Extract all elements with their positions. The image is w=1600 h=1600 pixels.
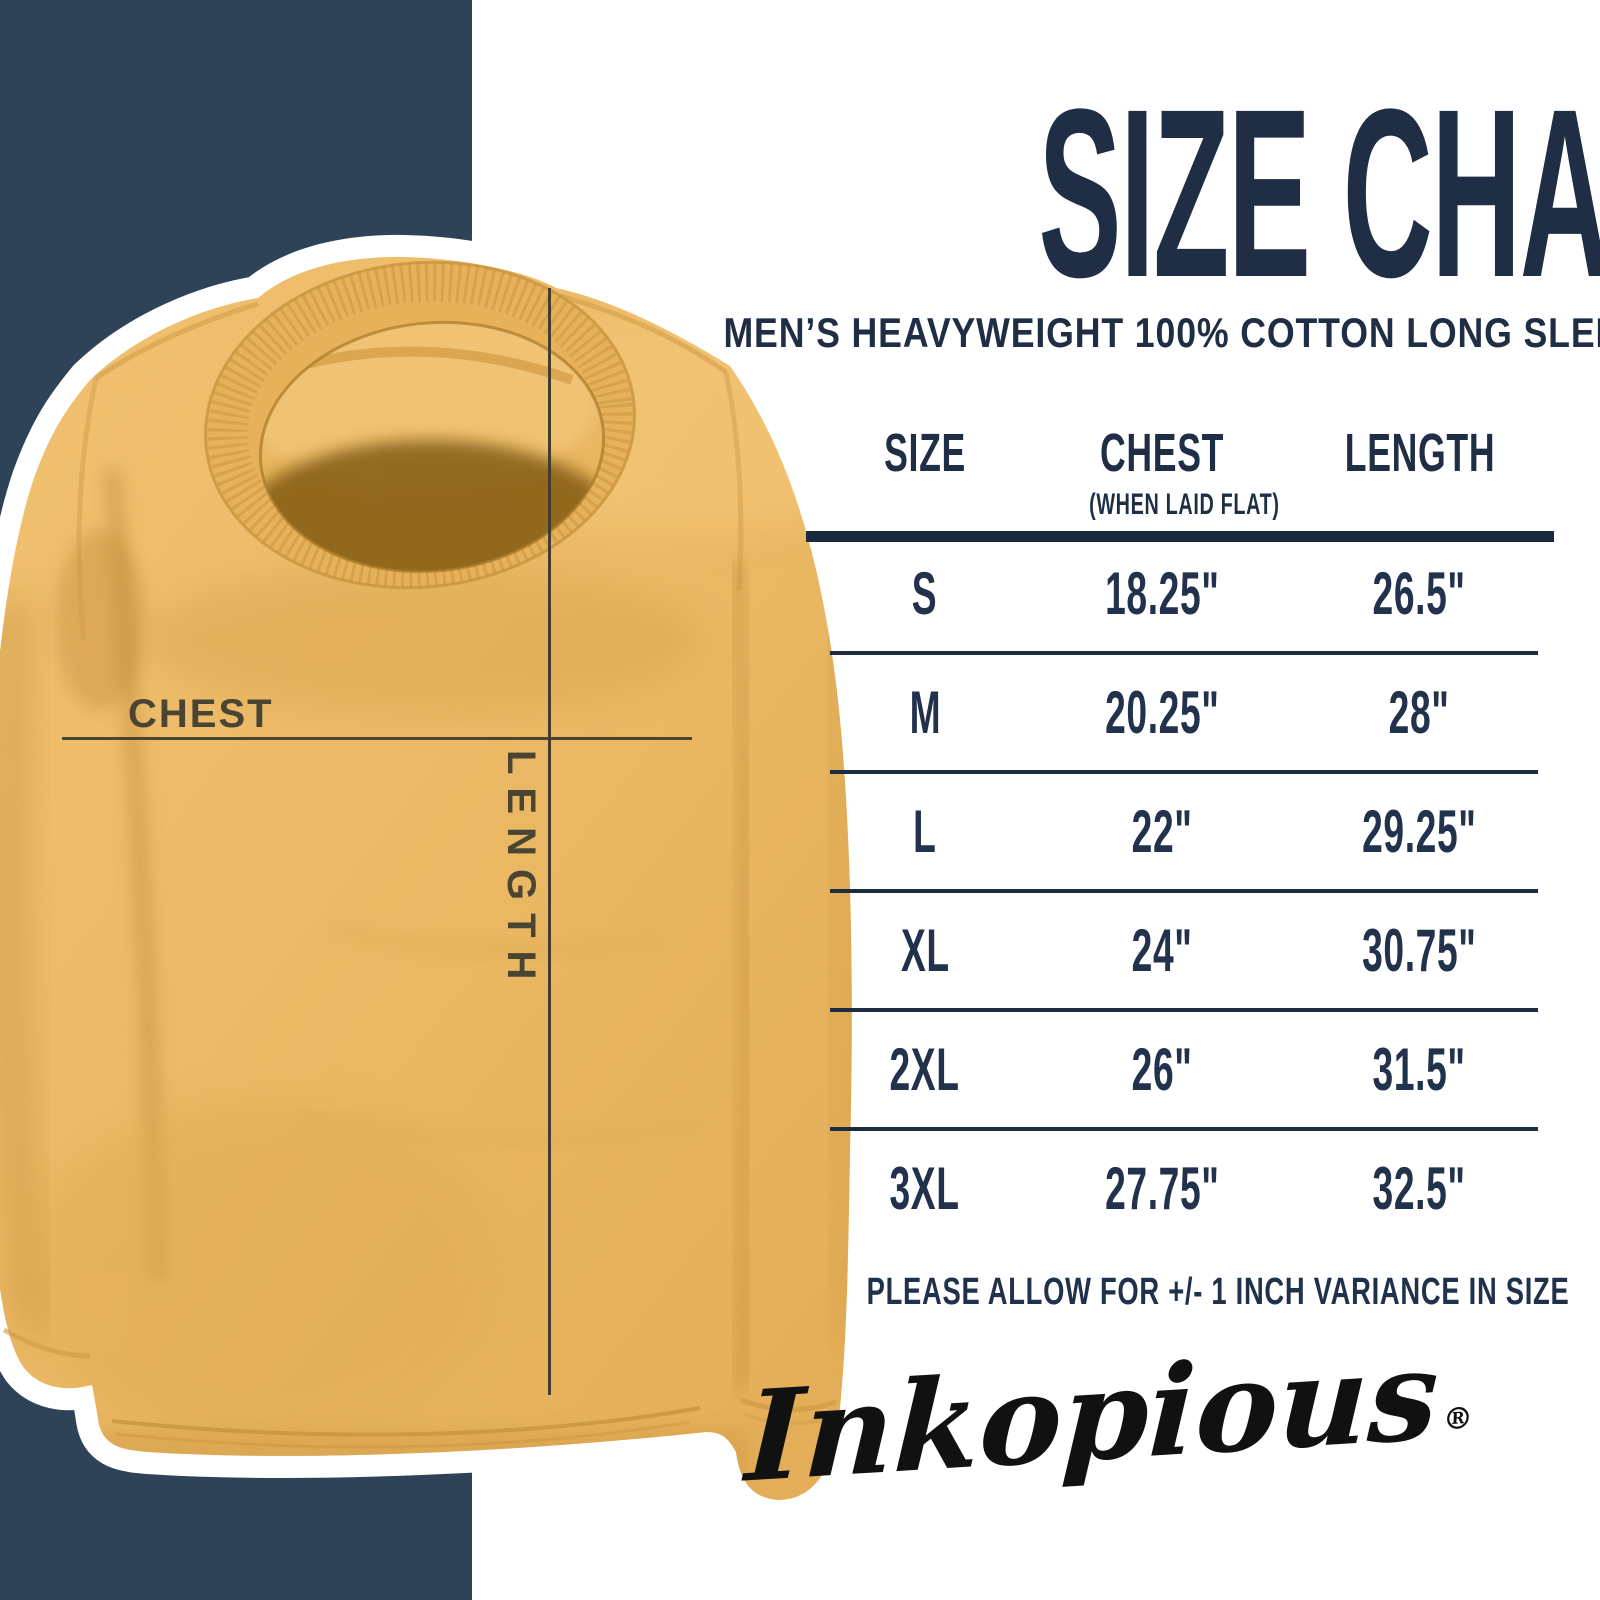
row-divider: [830, 1127, 1538, 1131]
chest-cell: 20.25": [1105, 678, 1220, 746]
table-row: S 18.25" 26.5": [810, 534, 1554, 653]
chest-cell: 24": [1132, 916, 1193, 984]
length-measure-line: [548, 288, 551, 1395]
size-cell: 2XL: [889, 1035, 961, 1103]
size-cell: L: [913, 797, 937, 865]
length-cell: 28": [1389, 678, 1450, 746]
row-divider: [830, 889, 1538, 893]
length-cell: 31.5": [1372, 1035, 1467, 1103]
chest-cell: 27.75": [1105, 1154, 1220, 1222]
page-title-text: SIZE CHART: [1038, 59, 1600, 327]
column-header-length: LENGTH: [1344, 423, 1495, 483]
length-cell: 29.25": [1362, 797, 1477, 865]
length-measure-label: LENGTH: [499, 750, 543, 993]
chest-measure-label: CHEST: [128, 692, 274, 736]
length-cell: 32.5": [1372, 1154, 1467, 1222]
size-table-body: S 18.25" 26.5" M 20.25" 28" L 22" 29.25"…: [810, 534, 1554, 1248]
table-row: XL 24" 30.75": [810, 891, 1554, 1010]
shirt-collar: [204, 260, 636, 590]
column-header-chest-subnote: (WHEN LAID FLAT): [1089, 488, 1280, 521]
length-cell: 26.5": [1372, 559, 1467, 627]
size-cell: XL: [900, 916, 950, 984]
size-cell: 3XL: [889, 1154, 961, 1222]
chest-measure-line: [62, 737, 692, 740]
table-row: L 22" 29.25": [810, 772, 1554, 891]
page-subtitle-text: MEN’S HEAVYWEIGHT 100% COTTON LONG SLEEV…: [723, 309, 1600, 356]
chest-cell: 22": [1132, 797, 1193, 865]
row-divider: [830, 651, 1538, 655]
size-cell: S: [912, 559, 938, 627]
length-cell: 30.75": [1362, 916, 1477, 984]
chest-cell: 26": [1132, 1035, 1193, 1103]
shirt-seams: [2, 293, 837, 1449]
table-row: 2XL 26" 31.5": [810, 1010, 1554, 1129]
table-header-rule: [806, 531, 1554, 542]
table-header-row: SIZE CHEST (WHEN LAID FLAT) LENGTH: [810, 426, 1554, 520]
page-title: SIZE CHART: [700, 73, 1600, 313]
table-row: M 20.25" 28": [810, 653, 1554, 772]
table-row: 3XL 27.75" 32.5": [810, 1129, 1554, 1248]
chest-cell: 18.25": [1105, 559, 1220, 627]
column-header-chest: CHEST (WHEN LAID FLAT): [1040, 426, 1285, 520]
variance-note: PLEASE ALLOW FOR +/- 1 INCH VARIANCE IN …: [866, 1271, 1570, 1313]
size-cell: M: [909, 678, 941, 746]
row-divider: [830, 770, 1538, 774]
row-divider: [830, 1008, 1538, 1012]
page-subtitle: MEN’S HEAVYWEIGHT 100% COTTON LONG SLEEV…: [640, 309, 1600, 356]
column-header-size: SIZE: [884, 423, 966, 483]
registered-trademark-icon: ®: [1442, 1400, 1474, 1438]
